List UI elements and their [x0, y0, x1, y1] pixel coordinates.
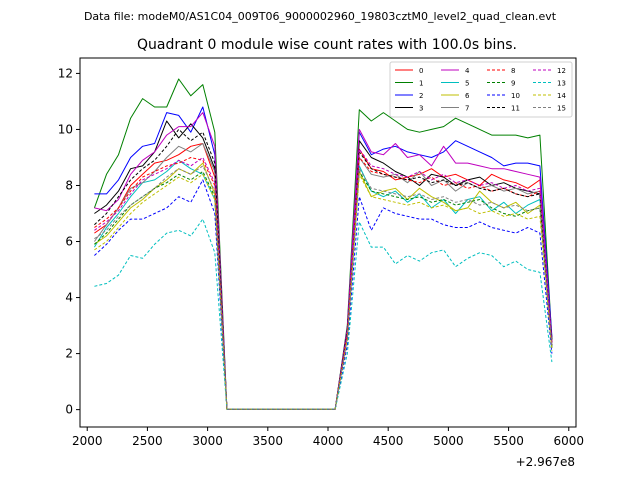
legend-label-14: 14	[557, 92, 566, 100]
legend-label-12: 12	[557, 67, 566, 75]
y-tick-label: 8	[65, 178, 73, 192]
series-line-15	[94, 165, 553, 410]
legend-label-6: 6	[465, 92, 470, 100]
legend-label-11: 11	[511, 105, 520, 113]
chart-title: Quadrant 0 module wise count rates with …	[137, 37, 517, 53]
x-tick-label: 4500	[373, 434, 404, 448]
x-tick-label: 6000	[554, 434, 585, 448]
x-offset-label: +2.967e8	[516, 455, 575, 469]
data-file-caption: Data file: modeM0/AS1C04_009T06_90000029…	[84, 10, 557, 23]
x-tick-label: 2000	[72, 434, 103, 448]
x-tick-label: 4000	[313, 434, 344, 448]
x-tick-label: 2500	[132, 434, 163, 448]
legend-label-15: 15	[557, 105, 566, 113]
legend-box	[389, 61, 573, 118]
legend-label-13: 13	[557, 80, 566, 88]
legend-label-10: 10	[511, 92, 520, 100]
legend-label-3: 3	[419, 105, 423, 113]
y-tick-label: 12	[58, 66, 73, 80]
x-tick-label: 3000	[192, 434, 223, 448]
legend-label-5: 5	[465, 80, 469, 88]
y-tick-label: 0	[65, 403, 73, 417]
legend-label-9: 9	[511, 80, 515, 88]
legend-label-1: 1	[419, 80, 423, 88]
x-tick-label: 3500	[253, 434, 284, 448]
y-tick-label: 6	[65, 235, 73, 249]
legend-label-2: 2	[419, 92, 423, 100]
legend-label-8: 8	[511, 67, 515, 75]
y-tick-label: 10	[58, 122, 73, 136]
y-tick-label: 4	[65, 291, 73, 305]
x-tick-label: 5500	[493, 434, 524, 448]
x-tick-label: 5000	[433, 434, 464, 448]
legend-label-7: 7	[465, 105, 469, 113]
y-tick-label: 2	[65, 347, 73, 361]
legend-label-0: 0	[419, 67, 423, 75]
legend-label-4: 4	[465, 67, 470, 75]
plot-area	[80, 58, 576, 427]
series-line-10	[94, 179, 553, 410]
series-line-14	[94, 173, 553, 410]
